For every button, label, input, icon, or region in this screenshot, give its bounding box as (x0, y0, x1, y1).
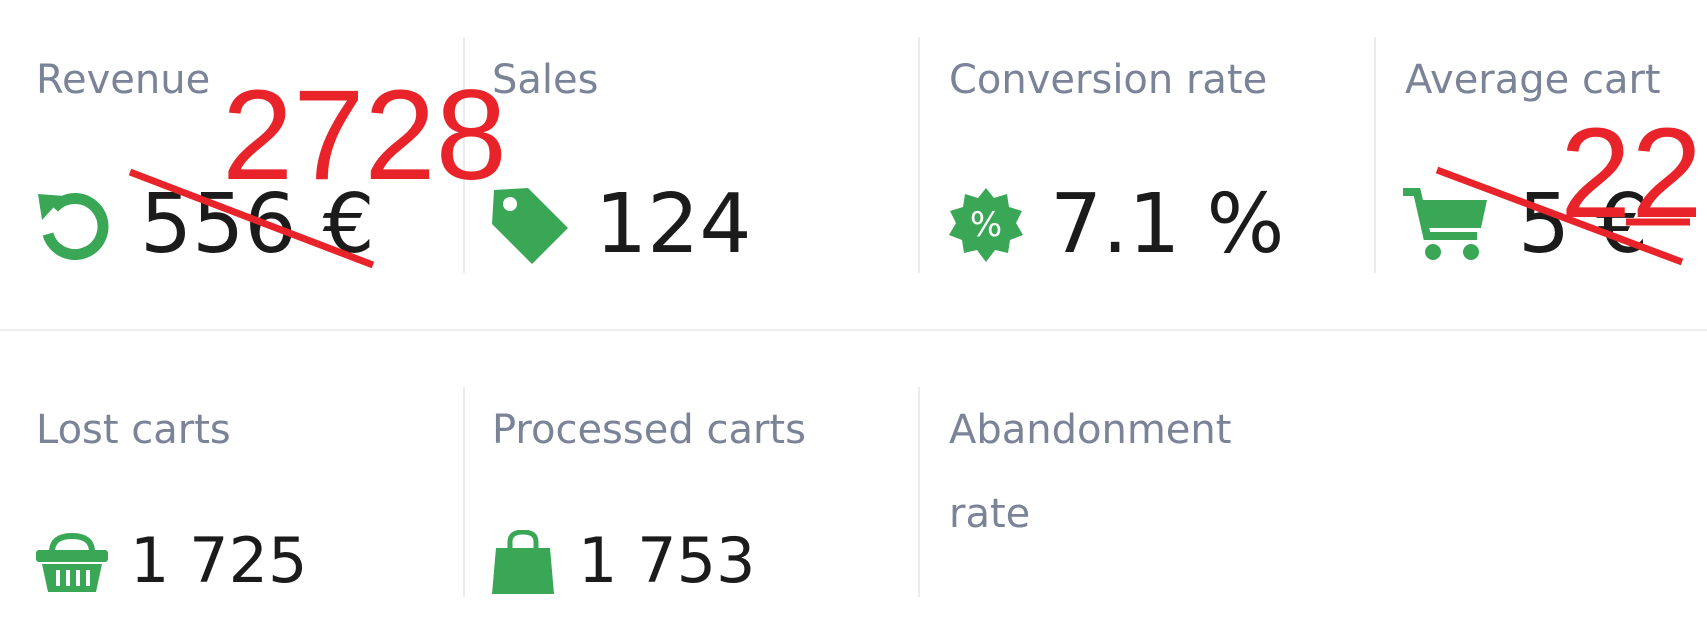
svg-text:%: % (970, 205, 1002, 245)
cart-icon (1403, 188, 1487, 260)
card-value: 124 (595, 177, 752, 272)
card-label: Lost carts (36, 407, 231, 453)
annotation: 2728 (222, 64, 507, 207)
strike-line (128, 168, 375, 269)
card-value: 7.1 % (1050, 177, 1285, 272)
annotation: 22 (1560, 102, 1703, 245)
card-label: Processed carts (492, 407, 806, 453)
tag-icon (492, 188, 568, 264)
strike-line (1435, 166, 1684, 266)
discount-icon: % (949, 188, 1023, 262)
separator (1374, 37, 1376, 273)
card-label: Revenue (36, 57, 211, 103)
separator (918, 387, 920, 597)
separator (463, 387, 465, 597)
bag-icon (492, 530, 554, 594)
card-label: Conversion rate (949, 57, 1268, 103)
card-label: Average cart (1405, 57, 1661, 103)
separator (918, 37, 920, 273)
refresh-icon (38, 193, 109, 260)
card-label: Abandonment rate (949, 407, 1232, 537)
separator (463, 37, 465, 273)
basket-icon (36, 532, 108, 592)
card-value: 1 753 (578, 524, 756, 597)
divider (0, 329, 1707, 331)
card-label: Sales (492, 57, 599, 103)
card-value: 1 725 (130, 524, 308, 597)
